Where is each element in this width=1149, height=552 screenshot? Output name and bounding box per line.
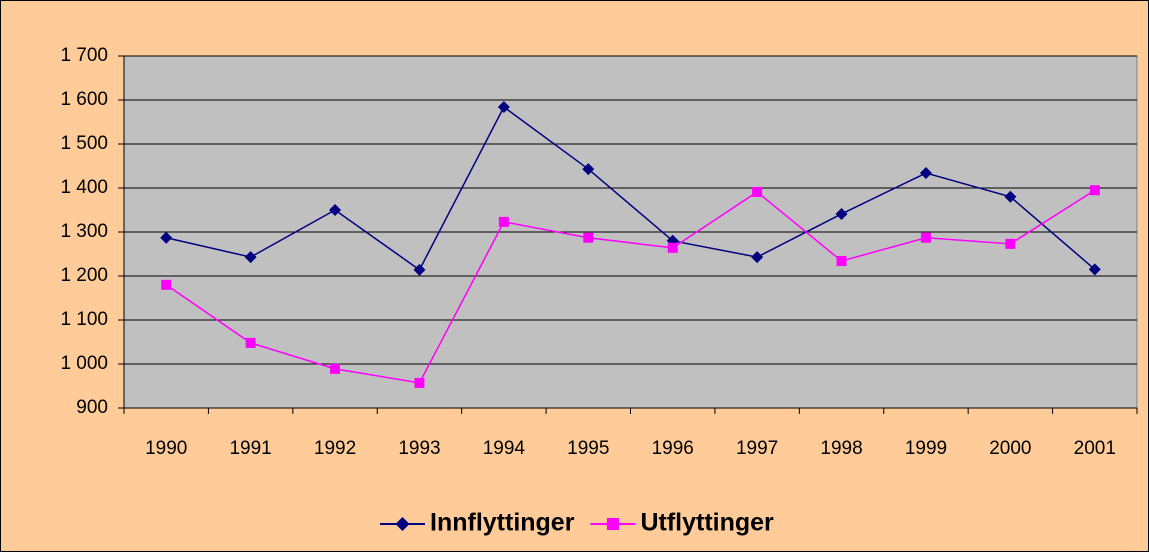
marker [497, 101, 510, 114]
x-tick-label: 1998 [820, 438, 862, 459]
marker [919, 167, 932, 180]
legend-label: Innflyttinger [430, 509, 575, 537]
marker [920, 232, 931, 243]
marker [583, 232, 594, 243]
series-line [166, 105, 1096, 271]
marker [751, 251, 764, 264]
marker [1088, 263, 1101, 276]
marker [330, 363, 341, 374]
marker [329, 204, 342, 216]
x-tick-label: 1990 [145, 438, 187, 459]
marker [752, 186, 763, 197]
marker [836, 256, 847, 267]
x-tick-label: 2001 [1074, 438, 1116, 459]
y-tick-label: 1 400 [60, 177, 108, 198]
x-tick-label: 1991 [229, 438, 271, 459]
marker [245, 337, 256, 348]
y-tick-label: 900 [76, 397, 108, 418]
y-tick-label: 1 100 [60, 309, 108, 330]
x-tick-label: 1995 [567, 438, 609, 459]
marker [160, 231, 173, 244]
marker [1005, 238, 1016, 249]
marker [161, 279, 172, 290]
marker [395, 517, 410, 531]
y-tick-label: 1 600 [60, 89, 108, 110]
x-tick-label: 1994 [483, 438, 526, 459]
marker [1004, 190, 1017, 203]
y-tick-label: 1 000 [60, 353, 108, 374]
marker [413, 263, 426, 276]
x-tick-label: 1997 [736, 438, 778, 459]
y-tick-label: 1 200 [60, 265, 108, 286]
x-tick-label: 1992 [314, 438, 356, 459]
x-tick-label: 1993 [398, 438, 440, 459]
x-tick-label: 1996 [652, 438, 694, 459]
marker [835, 207, 848, 220]
series-line [165, 189, 1096, 384]
legend-label: Utflyttinger [640, 509, 774, 537]
x-tick-label: 2000 [989, 438, 1031, 459]
marker [1089, 185, 1100, 196]
y-tick-label: 1 500 [60, 133, 108, 154]
marker [244, 251, 257, 264]
marker [582, 163, 595, 176]
marker [667, 242, 678, 253]
x-tick-label: 1999 [905, 438, 947, 459]
marker [414, 377, 425, 388]
y-tick-label: 1 300 [60, 221, 108, 242]
y-tick-label: 1 700 [60, 45, 108, 66]
marker [606, 518, 619, 530]
marker [498, 216, 509, 227]
